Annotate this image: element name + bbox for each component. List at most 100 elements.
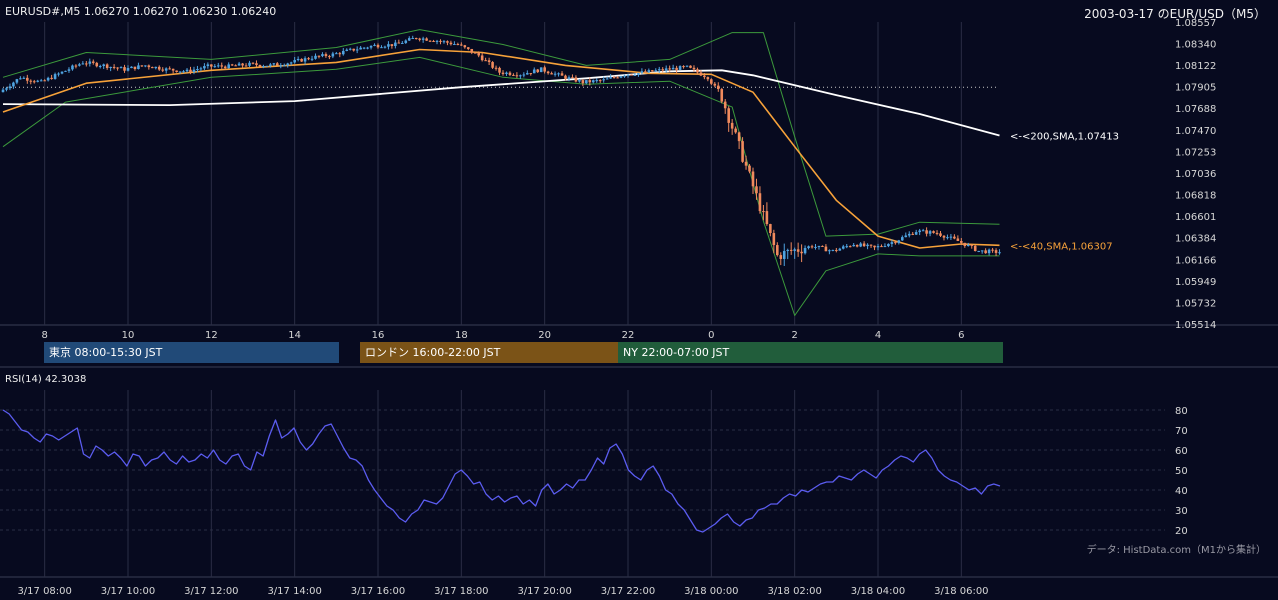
- candle-body: [98, 66, 102, 68]
- price-tick-label: 1.05949: [1175, 277, 1216, 288]
- hour-tick-label: 4: [875, 330, 881, 341]
- candle-body: [894, 242, 897, 244]
- price-tick-label: 1.08122: [1175, 61, 1216, 72]
- candle-body: [470, 48, 474, 53]
- candle-body: [914, 232, 918, 235]
- candle-body: [175, 70, 178, 72]
- candle-body: [536, 69, 540, 73]
- candle-body: [835, 249, 838, 251]
- candle-body: [966, 244, 970, 247]
- candle-body: [755, 186, 758, 194]
- candle-body: [779, 255, 783, 259]
- candle-body: [140, 65, 144, 67]
- time-tick-label: 3/17 20:00: [517, 586, 571, 597]
- candle-body: [328, 56, 331, 58]
- candle-body: [460, 44, 463, 46]
- candle-body: [355, 49, 359, 51]
- hour-tick-label: 6: [958, 330, 964, 341]
- candle-body: [50, 77, 53, 79]
- candle-body: [380, 47, 383, 49]
- price-tick-label: 1.07905: [1175, 83, 1216, 94]
- candle-body: [828, 250, 831, 252]
- candle-body: [557, 73, 560, 75]
- candle-body: [612, 77, 616, 79]
- bollinger-upper-line: [2, 29, 1000, 237]
- candle-body: [397, 42, 401, 44]
- candle-body: [591, 80, 595, 83]
- candle-body: [216, 65, 220, 67]
- price-grid: [0, 22, 1278, 578]
- candle-body: [171, 68, 175, 71]
- candle-body: [508, 72, 512, 75]
- candle-body: [946, 237, 949, 239]
- candle-body: [432, 40, 435, 42]
- price-plot[interactable]: <-<200,SMA,1.07413 <-<40,SMA,1.06307: [1, 29, 1119, 316]
- candle-body: [196, 69, 199, 71]
- candle-body: [64, 70, 67, 72]
- candle-body: [366, 47, 369, 49]
- candle-body: [130, 66, 133, 69]
- time-tick-label: 3/18 02:00: [767, 586, 821, 597]
- candle-body: [644, 71, 647, 73]
- candle-body: [942, 235, 946, 238]
- candle-body: [282, 65, 286, 67]
- candle-body: [907, 233, 911, 236]
- candle-body: [449, 42, 453, 45]
- candle-body: [921, 230, 925, 232]
- candle-body: [157, 66, 161, 70]
- candle-body: [848, 246, 852, 248]
- candle-body: [43, 80, 46, 82]
- candle-body: [376, 44, 380, 48]
- rsi-title: RSI(14) 42.3038: [5, 374, 87, 385]
- candle-body: [369, 45, 373, 48]
- candle-body: [720, 89, 724, 102]
- candle-body: [939, 233, 942, 236]
- candle-body: [640, 71, 644, 73]
- hour-tick-label: 20: [538, 330, 551, 341]
- candle-body: [289, 62, 293, 64]
- candle-body: [60, 71, 64, 74]
- candle-body: [425, 38, 428, 41]
- candle-body: [387, 44, 390, 47]
- candle-body: [112, 66, 116, 68]
- price-tick-label: 1.07470: [1175, 126, 1216, 137]
- candle-body: [435, 40, 439, 42]
- candle-body: [758, 193, 762, 212]
- candle-body: [598, 80, 602, 82]
- candle-body: [251, 62, 255, 64]
- rsi-plot[interactable]: [2, 409, 1001, 533]
- candle-body: [814, 246, 817, 248]
- price-tick-label: 1.06601: [1175, 212, 1216, 223]
- candle-body: [15, 79, 19, 83]
- candle-body: [258, 65, 262, 67]
- candle-body: [317, 55, 321, 57]
- candle-body: [841, 246, 845, 249]
- time-axis: 3/17 08:00 3/17 10:00 3/17 12:00 3/17 14:00…: [17, 586, 988, 597]
- sma40-annotation: <-<40,SMA,1.06307: [1010, 241, 1113, 252]
- candle-body: [692, 67, 696, 70]
- candle-body: [501, 72, 505, 74]
- price-tick-label: 1.07688: [1175, 104, 1216, 115]
- time-tick-label: 3/17 08:00: [17, 586, 71, 597]
- candle-body: [526, 73, 529, 75]
- candle-body: [223, 66, 227, 69]
- time-tick-label: 3/17 12:00: [184, 586, 238, 597]
- candle-body: [220, 65, 224, 67]
- candle-body: [78, 64, 81, 66]
- candle-body: [421, 38, 425, 40]
- candle-body: [203, 66, 206, 69]
- candle-body: [616, 77, 619, 79]
- candle-body: [46, 77, 50, 81]
- candle-body: [904, 235, 908, 238]
- candle-body: [744, 161, 748, 166]
- candle-body: [88, 61, 92, 64]
- rsi-tick-label: 80: [1175, 406, 1188, 417]
- rsi-tick-label: 30: [1175, 506, 1188, 517]
- candle-body: [137, 65, 140, 70]
- candle-body: [883, 246, 887, 248]
- candle-body: [293, 60, 296, 63]
- candle-body: [74, 65, 78, 67]
- rsi-axis: 80 70 60 50 40 30 20: [1175, 406, 1188, 537]
- candle-body: [769, 224, 772, 234]
